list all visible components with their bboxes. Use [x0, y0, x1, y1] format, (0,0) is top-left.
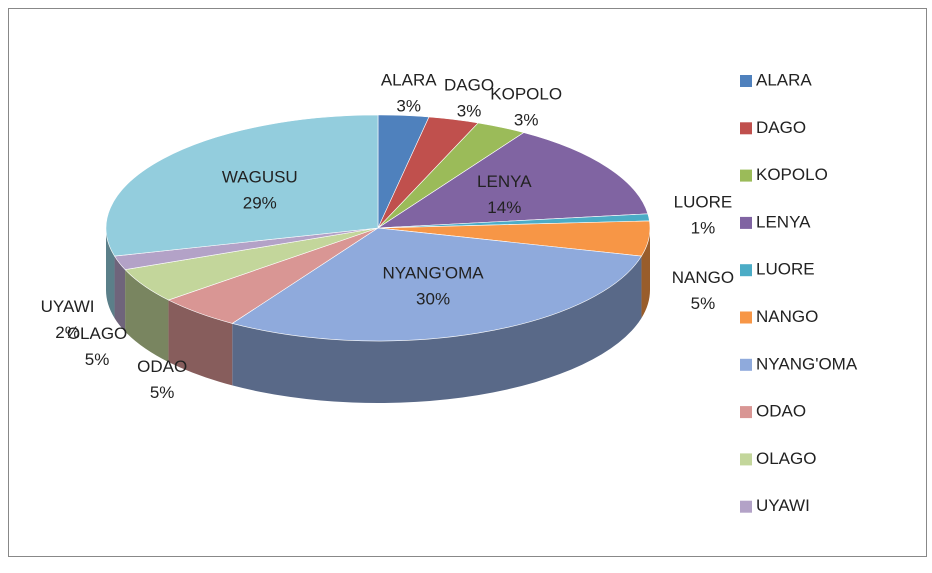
data-label-value: 30%	[416, 289, 450, 308]
data-label-value: 1%	[691, 219, 716, 238]
data-label-name: NYANG'OMA	[382, 263, 484, 282]
legend-label: KOPOLO	[756, 165, 828, 184]
legend-label: OLAGO	[756, 449, 816, 468]
pie-slice-side	[641, 228, 650, 319]
legend-swatch	[740, 358, 752, 371]
pie-slice-side	[114, 256, 126, 332]
pie-slice-side	[125, 269, 169, 363]
data-label-value: 3%	[514, 111, 539, 130]
data-label-value: 14%	[487, 198, 521, 217]
legend-swatch	[740, 264, 752, 277]
legend: ALARA DAGO KOPOLO LENYA LUORE NANGO NYANG'OMA O…	[740, 70, 858, 562]
pie-slice	[231, 227, 642, 342]
legend-label: LENYA	[756, 212, 811, 231]
legend-label: ODAO	[756, 402, 806, 421]
data-label-name: ODAO	[137, 357, 187, 376]
legend-label: LUORE	[756, 260, 815, 279]
legend-swatch	[740, 500, 752, 513]
data-label-value: 29%	[243, 193, 277, 212]
legend-swatch	[740, 75, 752, 87]
data-label-name: LUORE	[674, 193, 733, 212]
legend-label: WAGUSU	[756, 543, 832, 562]
legend-swatch	[740, 453, 752, 466]
data-label-value: 5%	[150, 383, 175, 402]
legend-label: NANGO	[756, 307, 818, 326]
legend-label: DAGO	[756, 118, 806, 137]
legend-swatch	[740, 311, 752, 324]
data-label-name: OLAGO	[67, 324, 127, 343]
data-label-name: UYAWI	[41, 297, 95, 316]
data-label-name: KOPOLO	[490, 85, 562, 104]
data-label-value: 2%	[55, 323, 80, 342]
data-label-value: 5%	[85, 350, 110, 369]
legend-label: ALARA	[756, 70, 812, 89]
legend-label: UYAWI	[756, 496, 810, 515]
legend-swatch	[740, 122, 752, 135]
pie-slice-side	[106, 228, 115, 319]
pie-slice-side	[168, 300, 233, 386]
data-label-name: DAGO	[444, 75, 494, 94]
data-label-value: 3%	[396, 96, 421, 115]
data-label-name: ALARA	[381, 70, 437, 89]
pie-slice	[105, 114, 379, 257]
data-label-name: NANGO	[672, 268, 734, 287]
data-label-value: 5%	[691, 294, 716, 313]
pie-slice	[376, 132, 649, 229]
data-label-name: LENYA	[477, 172, 532, 191]
legend-label: NYANG'OMA	[756, 354, 858, 373]
plot: ALARA 3% DAGO 3% KOPOLO 3% LENYA 14% LUORE 1% NANG…	[41, 70, 734, 404]
legend-swatch	[740, 406, 752, 419]
data-label-value: 3%	[457, 101, 482, 120]
data-label-name: WAGUSU	[222, 167, 298, 186]
legend-swatch	[740, 169, 752, 182]
legend-swatch	[740, 216, 752, 229]
pie-slice-side	[232, 256, 642, 404]
